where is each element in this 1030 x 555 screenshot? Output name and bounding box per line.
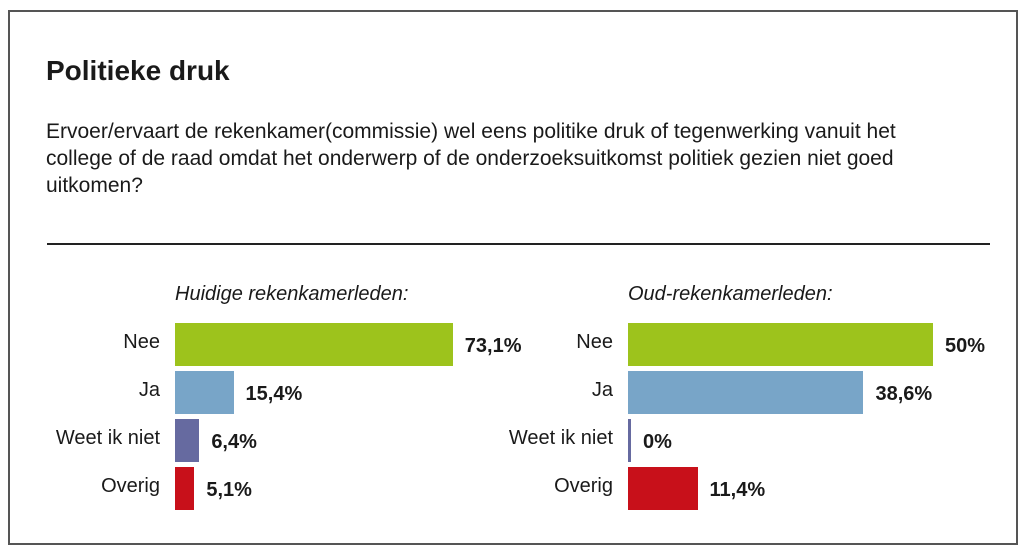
question-text: Ervoer/ervaart de rekenkamer(commissie) …: [46, 120, 896, 197]
value-label: 6,4%: [211, 431, 257, 453]
bar-current-3: [175, 467, 195, 510]
category-label: Overig: [554, 475, 613, 497]
chart-title: Politieke druk: [46, 55, 230, 86]
category-label: Ja: [138, 379, 160, 401]
bar-former-3: [628, 467, 698, 510]
bar-former-1: [628, 371, 864, 414]
category-label: Overig: [101, 475, 160, 497]
frame-border: [8, 10, 1018, 545]
category-label: Weet ik niet: [508, 427, 613, 449]
category-label: Weet ik niet: [55, 427, 160, 449]
bar-current-0: [175, 323, 453, 366]
divider: [47, 243, 990, 245]
panel-title-former: Oud-rekenkamerleden:: [628, 283, 833, 305]
bar-former-2: [628, 419, 631, 462]
value-label: 15,4%: [245, 383, 303, 405]
value-label: 11,4%: [709, 479, 766, 501]
value-label: 50%: [945, 335, 986, 357]
value-label: 38,6%: [875, 383, 933, 405]
value-label: 0%: [643, 431, 672, 453]
bar-former-0: [628, 323, 933, 366]
value-label: 73,1%: [464, 335, 522, 357]
bar-current-2: [175, 419, 200, 462]
value-label: 5,1%: [206, 479, 252, 501]
category-label: Nee: [123, 331, 160, 353]
category-label: Nee: [576, 331, 613, 353]
category-label: Ja: [591, 379, 613, 401]
panel-title-current: Huidige rekenkamerleden:: [175, 283, 409, 305]
bar-current-1: [175, 371, 234, 414]
